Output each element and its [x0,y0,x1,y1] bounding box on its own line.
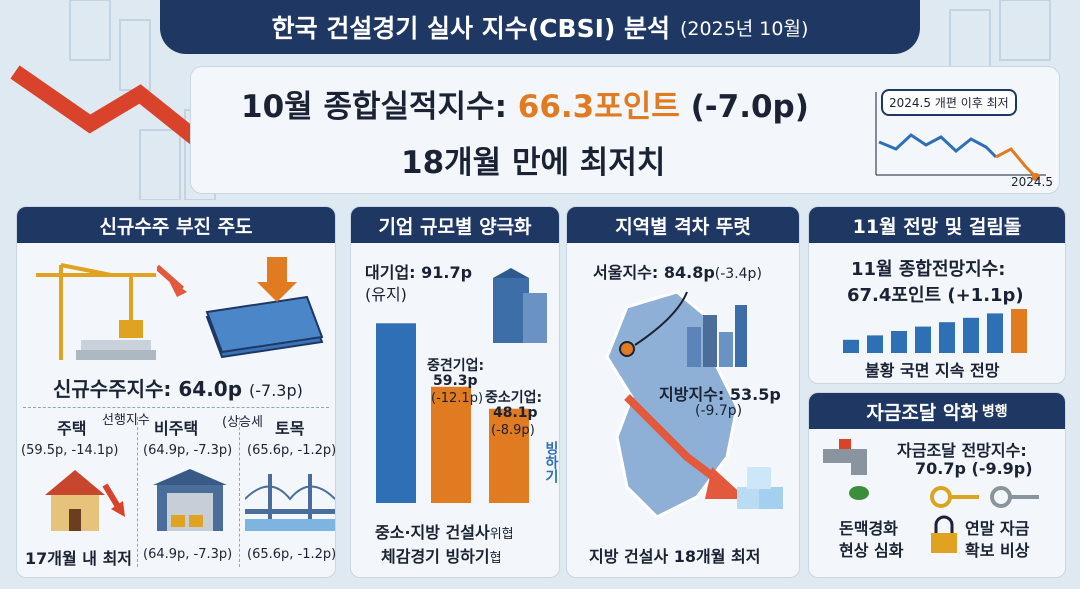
korea-map-icon [605,290,783,519]
financing-right1: 연말 자금 [965,519,1030,538]
financing-line1: 자금조달 전망지수: [897,441,1027,460]
large-company-label: 대기업: 91.7p [365,263,473,282]
outlook-bar [963,317,979,353]
outlook-bar-chart [843,309,1027,353]
col1-note: 선행지수 [102,413,150,428]
local-index-change: (-9.7p) [695,403,743,419]
company-bar [431,386,471,503]
col3-stat: (65.6p, -1.2p) [247,443,336,458]
bottom-line2: 체감경기 빙하기협 [381,543,502,567]
company-bar-chart [376,323,529,503]
crane-icon [36,263,156,360]
col2-note: (상승세 [222,415,263,430]
outlook-bottom: 불황 국면 지속 전망 [865,361,1000,380]
seoul-index-label: 서울지수: 84.8p [593,263,715,282]
mid-company-change: (-12.1p) [431,391,484,406]
company-bar [489,408,529,503]
financing-right2: 확보 비상 [965,541,1030,560]
new-orders-index: 신규수주지수: 64.0p (-7.3p) [53,373,303,402]
seoul-index: 서울지수: 84.8p(-3.4p) [593,259,762,283]
panel-financing: 자금조달 악화 병행 자금조달 전망지수: 70.7p (-9.9p) 돈맥경화… [808,392,1066,578]
local-index-label: 지방지수: 53.5p [659,385,781,404]
lock-icon [931,515,957,553]
panel-regional: 지역별 격차 뚜렷 서울지수: 84.8p(-3.4p) 지방지수: 53.5p… [566,206,800,578]
mini-chart-tag: 2024.5 개편 이후 최저 [881,89,1017,116]
panel-title-bar: 자금조달 악화 병행 [809,393,1065,429]
outlook-line1: 11월 종합전망지수: [851,259,1006,280]
faucet-icon [823,439,869,500]
outlook-line2: 67.4포인트 (+1.1p) [847,285,1024,306]
bottom-line1: 중소·지방 건설사위협 [375,519,514,543]
panel-company-size: 기업 규모별 양극화 대기업: 91.7p (유지) 중견기업: 59.3p (… [350,206,560,578]
page-date: (2025년 10월) [680,17,809,40]
header-bar: 한국 건설경기 실사 지수(CBSI) 분석 (2025년 10월) [160,0,920,54]
mini-chart-date: 2024.5 [1011,175,1053,189]
col2-stat: (64.9p, -7.3p) [143,443,233,458]
outlook-bar [987,313,1003,353]
outlook-bar [1011,309,1027,353]
col1-bottom: 17개월 내 최저 [25,549,133,568]
col1-stat: (59.5p, -14.1p) [21,443,119,458]
small-company-label: 중소기업: [485,390,543,406]
freeze-label: 빙하기 [543,441,559,483]
outlook-bar [939,322,955,353]
new-orders-index-label: 신규수주지수: 64.0p [53,377,243,401]
panel-new-orders: 신규수주 부진 주도 신규수주지수: 64.0p (-7.3p) 주택 선행지수… [16,206,336,578]
company-bar [376,323,416,503]
outlook-bar [867,335,883,353]
outlook-bar [891,331,907,353]
small-company-value: 48.1p [493,405,538,421]
outlook-bar [843,339,859,353]
col1-title: 주택 [57,419,87,438]
large-company-note: (유지) [365,285,407,304]
panel-title: 기업 규모별 양극화 [351,207,559,243]
col2-title: 비주택 [154,419,199,438]
hero-prefix: 10월 종합실적지수: [241,89,518,125]
hero-change: (-7.0p) [679,89,809,125]
panel-title: 지역별 격차 뚜렷 [567,207,799,243]
regional-bottom: 지방 건설사 18개월 최저 [589,547,761,566]
panel-outlook: 11월 전망 및 걸림돌 11월 종합전망지수: 67.4포인트 (+1.1p)… [808,206,1066,384]
hero-summary: 10월 종합실적지수: 66.3포인트 (-7.0p) 18개월 만에 최저치 … [190,66,1060,194]
blueprint-icon [157,257,324,359]
small-company-change: (-8.9p) [491,423,535,438]
financing-left1: 돈맥경화 [839,519,898,538]
key-icon [930,486,1039,508]
panel-title: 11월 전망 및 걸림돌 [809,207,1065,243]
panel-title-suffix: 병행 [981,404,1008,420]
col3-title: 토목 [275,419,305,438]
house-icon [45,470,125,531]
warehouse-icon [153,469,227,531]
financing-left2: 현상 심화 [839,541,904,560]
mid-company-value: 59.3p [433,373,478,389]
panel-title: 자금조달 악화 [866,401,978,424]
building-icon [493,268,547,343]
panel-title: 신규수주 부진 주도 [17,207,335,243]
bridge-icon [245,474,335,531]
mid-company-label: 중견기업: [427,358,485,374]
outlook-bar [915,326,931,353]
seoul-index-change: (-3.4p) [714,266,762,282]
hero-value: 66.3포인트 [517,89,680,125]
hero-headline: 10월 종합실적지수: 66.3포인트 (-7.0p) [241,81,809,126]
col2-bottom: (64.9p, -7.3p) [143,547,233,562]
new-orders-index-change: (-7.3p) [249,381,303,400]
bottom-line1-text: 중소·지방 건설사 [375,523,490,542]
page-title: 한국 건설경기 실사 지수(CBSI) 분석 [271,14,671,43]
col3-bottom: (65.6p, -1.2p) [247,547,336,562]
hero-subline: 18개월 만에 최저치 [401,145,666,181]
bottom-line2-small: 협 [489,551,502,566]
bottom-line2-text: 체감경기 빙하기 [381,547,490,566]
mini-trend-chart [875,92,1046,181]
bottom-line1-small: 위협 [489,527,514,542]
financing-line2: 70.7p (-9.9p) [915,459,1033,478]
